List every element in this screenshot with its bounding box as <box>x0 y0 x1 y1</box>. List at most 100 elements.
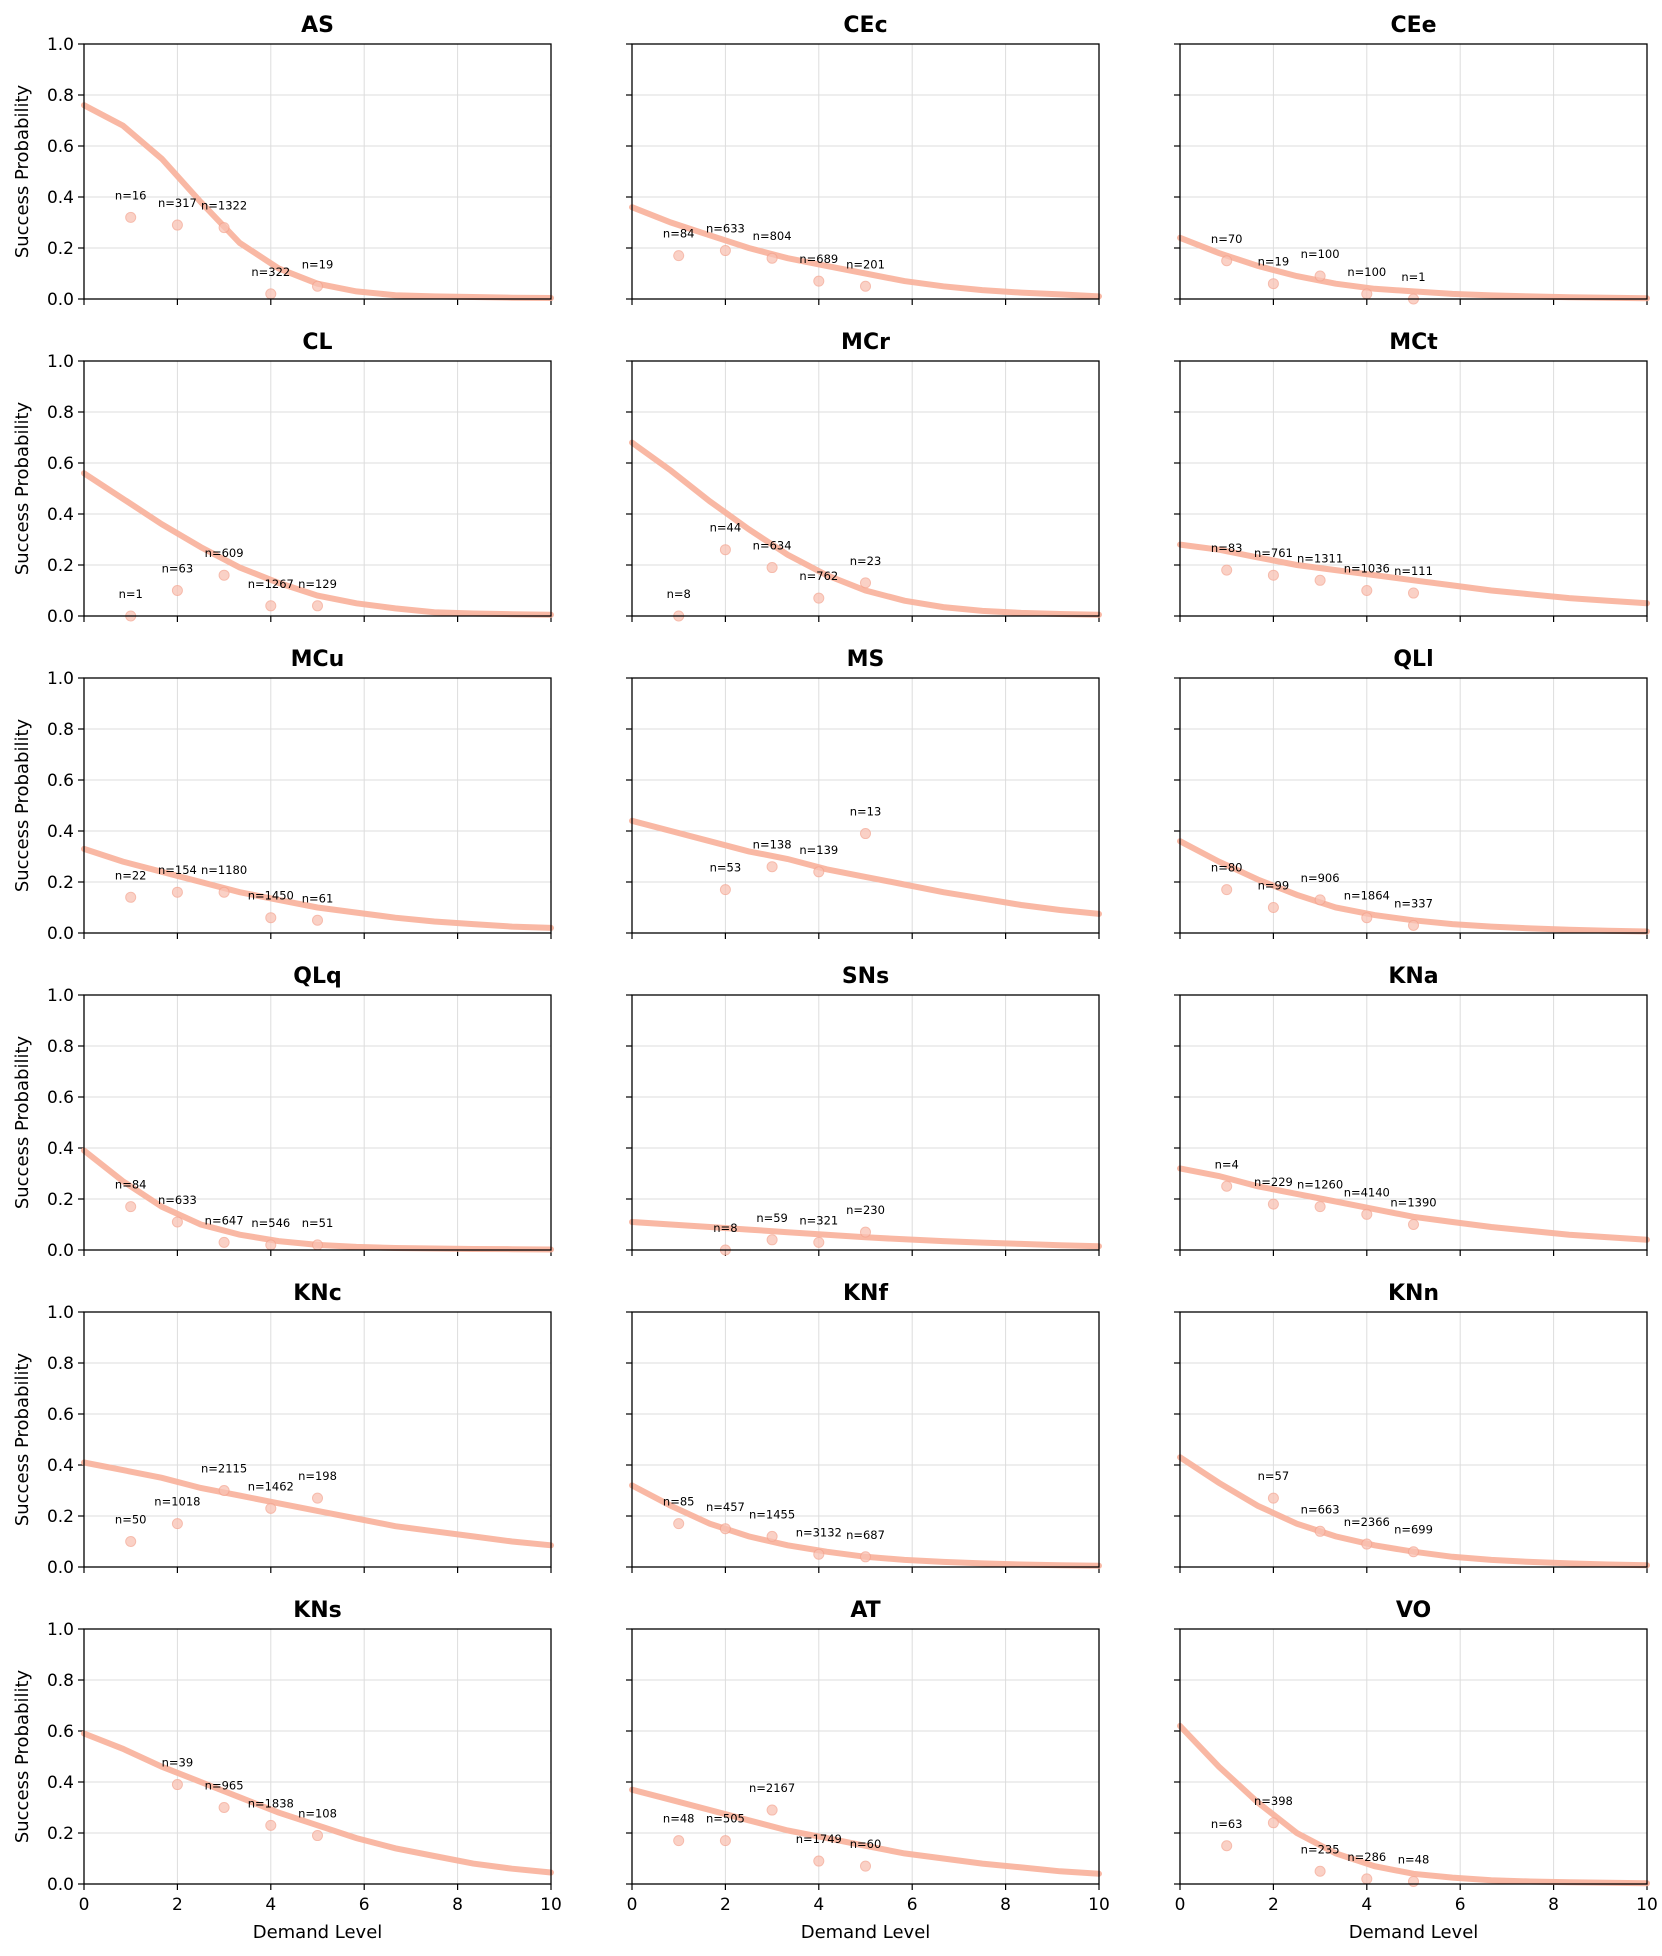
y-tick-label: 0.2 <box>47 556 74 576</box>
sample-size-label: n=1450 <box>248 889 294 903</box>
sample-size-label: n=609 <box>205 546 244 560</box>
panel-title: CEc <box>843 13 887 38</box>
data-point <box>813 275 825 287</box>
data-point <box>218 886 230 898</box>
y-tick-label: 0.6 <box>47 1088 74 1108</box>
panel-cec: n=84 n=633 n=804 n=689 n=201 CEc <box>626 13 1102 305</box>
axes-frame <box>83 677 552 934</box>
y-tick-label: 0.2 <box>47 1507 74 1527</box>
x-tick-label: 4 <box>265 1895 276 1915</box>
y-tick-label: 0.2 <box>47 873 74 893</box>
sample-size-label: n=57 <box>1258 1469 1290 1483</box>
y-axis-label: Success Probability <box>12 401 33 575</box>
axes-frame <box>631 360 1100 617</box>
data-point <box>1314 270 1326 282</box>
sample-size-label: n=647 <box>205 1213 244 1227</box>
axes-frame <box>1179 43 1648 300</box>
data-point <box>1267 1198 1279 1210</box>
data-point <box>766 1804 778 1816</box>
fitted-curve <box>629 817 1102 917</box>
sample-size-label: n=235 <box>1301 1842 1340 1856</box>
sample-size-label: n=50 <box>115 1513 147 1527</box>
panel-title: KNc <box>293 1281 342 1306</box>
data-point <box>1314 894 1326 906</box>
y-tick-label: 0.6 <box>47 1405 74 1425</box>
y-tick-label: 0.2 <box>47 239 74 259</box>
data-point <box>860 1551 871 1563</box>
sample-size-label: n=634 <box>753 539 792 553</box>
data-point <box>1408 919 1419 931</box>
y-tick-label: 1.0 <box>47 669 74 689</box>
sample-size-label: n=2366 <box>1344 1515 1390 1529</box>
data-point <box>813 866 825 878</box>
axes-frame <box>1179 360 1648 617</box>
data-point <box>1221 884 1233 896</box>
data-point <box>218 569 230 581</box>
sample-size-label: n=44 <box>710 521 742 535</box>
x-tick-label: 10 <box>540 1895 562 1915</box>
sample-size-label: n=83 <box>1211 541 1243 555</box>
y-tick-label: 0.2 <box>47 1190 74 1210</box>
data-point <box>719 1523 731 1535</box>
axes-frame <box>1179 677 1648 934</box>
sample-size-label: n=663 <box>1301 1502 1340 1516</box>
data-point <box>1361 1208 1373 1220</box>
axes-frame <box>631 1628 1100 1885</box>
panel-qlq: 0.0 0.2 0.4 0.6 0.8 1.0 n=84 n=633 n=647 n=546 n=5… <box>12 964 554 1261</box>
data-point <box>1314 1865 1326 1877</box>
data-point <box>1267 1817 1279 1829</box>
data-point <box>673 1835 685 1847</box>
x-axis-label: Demand Level <box>1349 1922 1479 1943</box>
sample-size-label: n=633 <box>706 222 745 236</box>
sample-size-label: n=80 <box>1211 861 1243 875</box>
sample-size-label: n=108 <box>298 1807 337 1821</box>
data-point <box>312 280 323 292</box>
sample-size-label: n=1322 <box>201 199 247 213</box>
y-tick-label: 0.4 <box>47 822 74 842</box>
x-tick-label: 10 <box>1088 1895 1110 1915</box>
sample-size-label: n=2167 <box>749 1781 795 1795</box>
data-point <box>673 250 685 262</box>
sample-size-label: n=1 <box>119 587 143 601</box>
sample-size-label: n=1838 <box>248 1796 294 1810</box>
axes-frame <box>631 43 1100 300</box>
panel-cl: 0.0 0.2 0.4 0.6 0.8 1.0 n=1 n=63 n=609 n=1267 n=12… <box>12 330 554 627</box>
data-point <box>719 245 731 257</box>
data-point <box>171 886 183 898</box>
data-point <box>171 1779 183 1791</box>
y-axis-label: Success Probability <box>12 84 33 258</box>
panel-kns: 0 2 4 6 8 10 0.0 0.2 0.4 0.6 0.8 1.0 n=39 n=965 n=1838… <box>12 1598 562 1943</box>
data-point <box>1361 1538 1373 1550</box>
sample-size-label: n=13 <box>850 805 882 819</box>
sample-size-label: n=1267 <box>248 577 294 591</box>
sample-size-label: n=505 <box>706 1812 745 1826</box>
panel-title: AS <box>301 13 334 38</box>
data-point <box>813 1236 825 1248</box>
x-tick-label: 8 <box>1000 1895 1011 1915</box>
fitted-curve <box>1177 1165 1650 1243</box>
y-tick-label: 0.2 <box>47 1824 74 1844</box>
sample-size-label: n=1311 <box>1297 551 1343 565</box>
data-point <box>171 1216 183 1228</box>
fitted-curve <box>629 1786 1102 1877</box>
sample-size-label: n=687 <box>846 1528 885 1542</box>
y-axis-label: Success Probability <box>12 1669 33 1843</box>
data-point <box>860 577 871 589</box>
panel-title: CL <box>302 330 332 355</box>
data-point <box>860 828 871 840</box>
y-tick-label: 1.0 <box>47 352 74 372</box>
axes-frame <box>1179 1311 1648 1568</box>
sample-size-label: n=633 <box>158 1193 197 1207</box>
fitted-curve <box>81 1730 554 1876</box>
sample-size-label: n=60 <box>850 1837 882 1851</box>
data-point <box>1361 912 1373 924</box>
axes-frame <box>83 360 552 617</box>
sample-size-label: n=1749 <box>796 1832 842 1846</box>
sample-size-label: n=8 <box>713 1221 737 1235</box>
data-point <box>218 1802 230 1813</box>
sample-size-label: n=154 <box>158 863 197 877</box>
y-tick-label: 0.4 <box>47 505 74 525</box>
sample-size-label: n=63 <box>162 562 194 576</box>
sample-size-label: n=1018 <box>154 1495 200 1509</box>
data-point <box>1221 1840 1233 1852</box>
